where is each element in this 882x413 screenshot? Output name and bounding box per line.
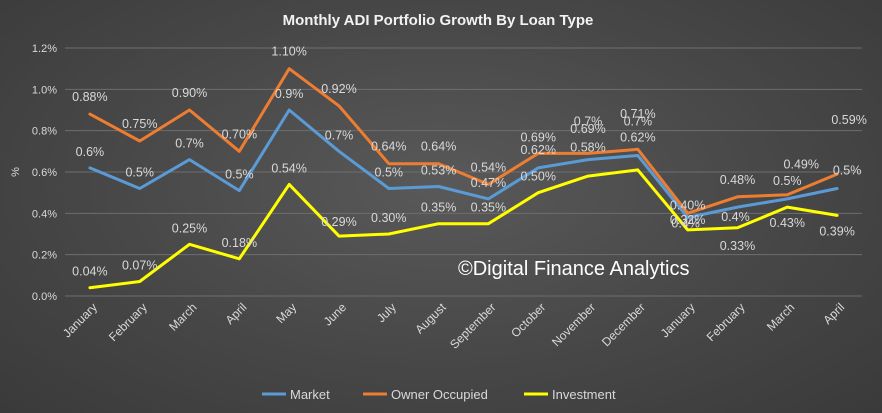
data-labels: 0.6% 0.5% 0.7% 0.5% 0.9% 0.7% 0.5% 0.53% 0.47% 0.… (72, 45, 867, 279)
x-tick-label: July (374, 300, 399, 325)
data-label: 0.50% (520, 170, 555, 184)
series-line (88, 168, 839, 290)
data-label: 0.5% (225, 168, 254, 182)
x-tick-label: October (508, 300, 548, 340)
data-label: 0.62% (620, 130, 655, 144)
watermark-text: ©Digital Finance Analytics (458, 258, 690, 280)
data-label: 0.5% (375, 166, 404, 180)
data-label: 0.40% (670, 198, 705, 212)
x-tick-label: December (599, 300, 648, 349)
x-tick-label: August (412, 300, 449, 337)
y-tick-label: 0.0% (32, 291, 57, 303)
data-label: 0.04% (72, 265, 107, 279)
data-label: 0.43% (770, 216, 805, 230)
data-label: 0.69% (570, 122, 605, 136)
legend-label: Owner Occupied (391, 387, 488, 402)
y-tick-label: 0.8% (32, 126, 57, 138)
x-tick-label: January (658, 300, 698, 340)
data-label: 0.62% (520, 143, 555, 157)
data-label: 0.4% (721, 210, 750, 224)
data-label: 0.92% (321, 82, 356, 96)
data-label: 0.47% (471, 176, 506, 190)
data-label: 0.48% (720, 173, 755, 187)
data-label: 0.32% (670, 213, 705, 227)
y-tick-label: 1.2% (32, 43, 57, 55)
data-label: 0.64% (421, 140, 456, 154)
series-line (88, 108, 839, 219)
data-label: 0.64% (371, 140, 406, 154)
y-axis-ticks: 0.0% 0.2% 0.4% 0.6% 0.8% 1.0% 1.2% (32, 43, 57, 303)
data-label: 0.71% (620, 107, 655, 121)
data-label: 0.49% (784, 158, 819, 172)
data-label: 0.9% (275, 87, 304, 101)
y-tick-label: 1.0% (32, 84, 57, 96)
x-tick-label: April (223, 300, 250, 327)
data-label: 0.5% (833, 164, 862, 178)
data-label: 0.18% (222, 236, 257, 250)
data-label: 0.39% (819, 224, 854, 238)
data-label: 0.7% (624, 114, 653, 128)
chart-title: Monthly ADI Portfolio Growth By Loan Typ… (283, 12, 594, 29)
x-tick-label: September (447, 300, 498, 351)
data-label: 0.7% (574, 114, 603, 128)
x-tick-label: November (549, 300, 598, 349)
x-tick-label: May (273, 300, 299, 326)
data-label: 0.7% (325, 128, 354, 142)
series-line (88, 67, 839, 215)
y-tick-label: 0.6% (32, 167, 57, 179)
data-label: 0.07% (122, 259, 157, 273)
data-label: 1.10% (271, 45, 306, 59)
data-label: 0.29% (321, 215, 356, 229)
data-label: 0.6% (76, 145, 105, 159)
data-label: 0.35% (471, 201, 506, 215)
data-label: 0.30% (371, 211, 406, 225)
data-label: 0.70% (222, 127, 257, 141)
x-tick-label: June (321, 300, 350, 329)
legend-label: Investment (552, 387, 616, 402)
y-axis-label: % (10, 167, 22, 177)
legend-label: Market (290, 387, 330, 402)
data-label: 0.35% (421, 201, 456, 215)
data-label: 0.54% (471, 160, 506, 174)
y-tick-label: 0.4% (32, 208, 57, 220)
x-axis-ticks: January February March April May June July Augu… (60, 300, 847, 352)
x-tick-label: April (820, 300, 847, 327)
data-label: 0.59% (831, 113, 866, 127)
data-label: 0.54% (271, 161, 306, 175)
data-label: 0.53% (421, 163, 456, 177)
data-label: 0.69% (520, 130, 555, 144)
x-tick-label: January (60, 300, 100, 340)
data-label: 0.90% (172, 86, 207, 100)
data-label: 0.58% (570, 141, 605, 155)
x-tick-label: March (166, 300, 199, 333)
gridlines (65, 47, 862, 297)
data-label: 0.7% (175, 137, 204, 151)
series-lines (88, 67, 839, 290)
x-tick-label: February (704, 300, 748, 344)
data-label: 0.5% (125, 166, 154, 180)
y-tick-label: 0.2% (32, 250, 57, 262)
data-label: 0.4% (671, 216, 700, 230)
data-label: 0.33% (720, 239, 755, 253)
data-label: 0.5% (773, 174, 802, 188)
x-tick-label: February (106, 300, 150, 344)
data-label: 0.25% (172, 221, 207, 235)
legend: Market Owner Occupied Investment (262, 387, 616, 402)
data-label: 0.75% (122, 117, 157, 131)
data-label: 0.88% (72, 90, 107, 104)
x-tick-label: March (764, 300, 797, 333)
